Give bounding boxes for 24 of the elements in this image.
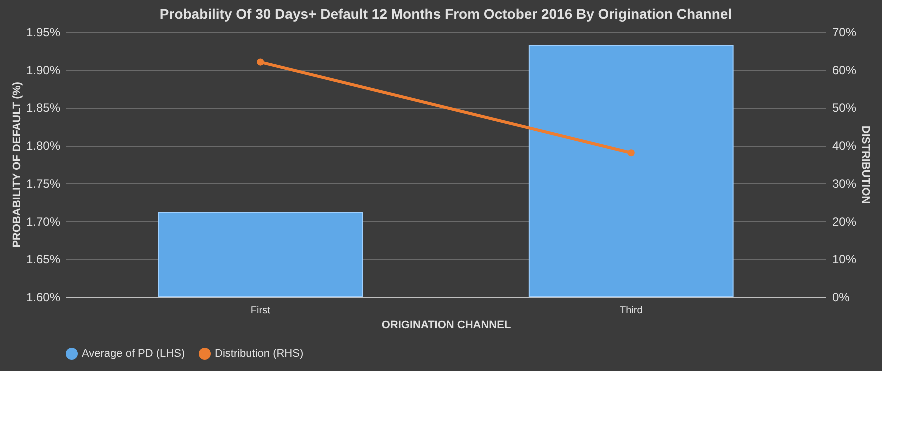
y-tick-label: 1.80% — [26, 139, 61, 154]
x-tick-label: First — [250, 306, 271, 316]
x-axis-title: ORIGINATION CHANNEL — [382, 320, 512, 332]
y2-tick-label: 50% — [832, 101, 857, 116]
y2-tick-label: 0% — [832, 290, 850, 304]
y2-axis-title: DISTRIBUTION — [860, 126, 872, 204]
y-tick-label: 1.65% — [26, 252, 61, 267]
y2-tick-label: 10% — [832, 252, 857, 267]
legend-label: Average of PD (LHS) — [82, 348, 186, 360]
y-tick-label: 1.90% — [26, 63, 61, 78]
legend-label: Distribution (RHS) — [215, 348, 304, 360]
y-axis-title: PROBABILITY OF DEFAULT (%) — [11, 82, 24, 248]
y2-tick-label: 30% — [832, 176, 857, 191]
y-tick-label: 1.95% — [26, 26, 61, 40]
y-tick-label: 1.70% — [26, 214, 61, 229]
y-tick-label: 1.85% — [26, 101, 61, 116]
x-tick-label: Third — [620, 306, 643, 316]
chart-title: Probability Of 30 Days+ Default 12 Months From October 2016 By Origination Channel — [160, 6, 732, 22]
y-tick-label: 1.75% — [26, 176, 61, 191]
y-tick-label: 1.60% — [26, 290, 61, 304]
y2-tick-label: 40% — [832, 139, 857, 154]
y2-tick-label: 20% — [832, 214, 857, 229]
y2-tick-label: 70% — [832, 26, 857, 40]
y2-tick-label: 60% — [832, 63, 857, 78]
